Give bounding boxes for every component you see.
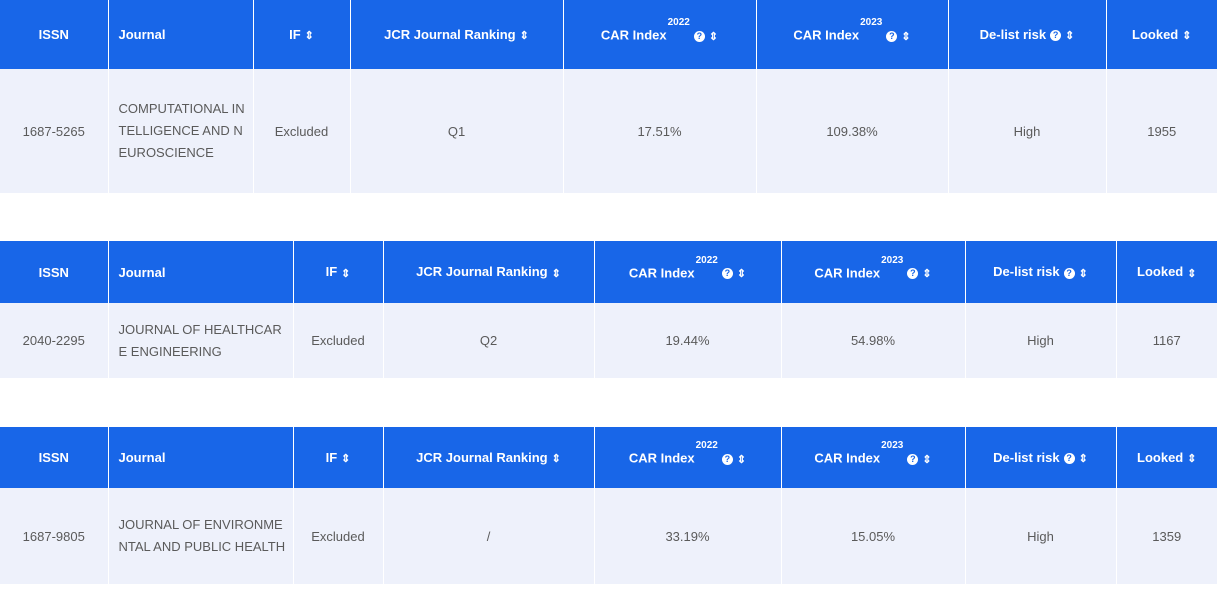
table-row: 1687-9805 JOURNAL OF ENVIRONMENTAL AND P… <box>0 488 1217 584</box>
header-looked[interactable]: Looked ⇕ <box>1116 427 1217 488</box>
header-car-index-2023[interactable]: CAR Index2023? ⇕ <box>781 241 966 303</box>
cell-if: Excluded <box>253 69 351 193</box>
header-issn: ISSN <box>0 0 109 69</box>
journal-table-1: ISSN Journal IF ⇕ JCR Journal Ranking ⇕ CA… <box>0 0 1217 193</box>
cell-jcr-ranking: / <box>383 488 595 584</box>
table-row: 2040-2295 JOURNAL OF HEALTHCARE ENGINEER… <box>0 303 1217 378</box>
header-jcr-ranking[interactable]: JCR Journal Ranking ⇕ <box>383 241 595 303</box>
header-delist-risk[interactable]: De-list risk? ⇕ <box>965 241 1117 303</box>
cell-car-2022: 17.51% <box>563 69 757 193</box>
sort-updown-icon[interactable]: ⇕ <box>1187 453 1197 466</box>
header-jcr-ranking[interactable]: JCR Journal Ranking ⇕ <box>383 427 595 488</box>
header-delist-risk[interactable]: De-list risk? ⇕ <box>948 0 1107 69</box>
question-circle-icon[interactable]: ? <box>1063 453 1075 465</box>
header-issn: ISSN <box>0 241 109 303</box>
cell-looked: 1167 <box>1116 303 1217 378</box>
sort-updown-icon[interactable]: ⇕ <box>922 268 932 281</box>
sort-updown-icon[interactable]: ⇕ <box>341 267 351 280</box>
header-car-index-2023[interactable]: CAR Index2023? ⇕ <box>756 0 949 69</box>
header-journal: Journal <box>108 0 254 69</box>
question-circle-icon[interactable]: ? <box>721 268 733 280</box>
cell-delist-risk: High <box>965 488 1117 584</box>
header-journal: Journal <box>108 241 294 303</box>
sort-updown-icon[interactable]: ⇕ <box>736 268 747 281</box>
sort-updown-icon[interactable]: ⇕ <box>736 453 747 466</box>
header-jcr-ranking[interactable]: JCR Journal Ranking ⇕ <box>350 0 564 69</box>
cell-journal: JOURNAL OF HEALTHCARE ENGINEERING <box>108 303 294 378</box>
sort-updown-icon[interactable]: ⇕ <box>708 30 719 43</box>
question-circle-icon[interactable]: ? <box>1050 30 1062 42</box>
cell-looked: 1359 <box>1116 488 1217 584</box>
sort-updown-icon[interactable]: ⇕ <box>519 30 529 43</box>
cell-journal: JOURNAL OF ENVIRONMENTAL AND PUBLIC HEAL… <box>108 488 294 584</box>
header-if[interactable]: IF ⇕ <box>293 241 384 303</box>
header-car-index-2022[interactable]: CAR Index2022? ⇕ <box>594 427 782 488</box>
sort-updown-icon[interactable]: ⇕ <box>1078 453 1088 466</box>
question-circle-icon[interactable]: ? <box>1063 267 1075 279</box>
cell-if: Excluded <box>293 488 384 584</box>
cell-journal: COMPUTATIONAL INTELLIGENCE AND NEUROSCIE… <box>108 69 254 193</box>
question-circle-icon[interactable]: ? <box>721 453 733 465</box>
journal-table-2: ISSN Journal IF ⇕ JCR Journal Ranking ⇕ CA… <box>0 241 1217 378</box>
table-row: 1687-5265 COMPUTATIONAL INTELLIGENCE AND… <box>0 69 1217 193</box>
sort-updown-icon[interactable]: ⇕ <box>922 453 932 466</box>
sort-updown-icon[interactable]: ⇕ <box>1182 30 1192 43</box>
header-car-index-2023[interactable]: CAR Index2023? ⇕ <box>781 427 966 488</box>
question-circle-icon[interactable]: ? <box>907 268 919 280</box>
sort-updown-icon[interactable]: ⇕ <box>341 453 351 466</box>
cell-delist-risk: High <box>948 69 1107 193</box>
header-delist-risk[interactable]: De-list risk? ⇕ <box>965 427 1117 488</box>
cell-issn: 2040-2295 <box>0 303 109 378</box>
cell-car-2022: 19.44% <box>594 303 782 378</box>
sort-updown-icon[interactable]: ⇕ <box>304 30 314 43</box>
header-if[interactable]: IF ⇕ <box>293 427 384 488</box>
cell-car-2023: 15.05% <box>781 488 966 584</box>
cell-jcr-ranking: Q2 <box>383 303 595 378</box>
sort-updown-icon[interactable]: ⇕ <box>1187 267 1197 280</box>
cell-if: Excluded <box>293 303 384 378</box>
cell-issn: 1687-5265 <box>0 69 109 193</box>
sort-updown-icon[interactable]: ⇕ <box>1078 267 1088 280</box>
cell-car-2022: 33.19% <box>594 488 782 584</box>
header-journal: Journal <box>108 427 294 488</box>
question-circle-icon[interactable]: ? <box>886 30 898 42</box>
question-circle-icon[interactable]: ? <box>693 30 705 42</box>
header-car-index-2022[interactable]: CAR Index2022? ⇕ <box>594 241 782 303</box>
cell-car-2023: 109.38% <box>756 69 949 193</box>
cell-issn: 1687-9805 <box>0 488 109 584</box>
header-looked[interactable]: Looked ⇕ <box>1116 241 1217 303</box>
question-circle-icon[interactable]: ? <box>907 453 919 465</box>
header-car-index-2022[interactable]: CAR Index2022? ⇕ <box>563 0 757 69</box>
cell-looked: 1955 <box>1106 69 1217 193</box>
header-if[interactable]: IF ⇕ <box>253 0 351 69</box>
cell-delist-risk: High <box>965 303 1117 378</box>
sort-updown-icon[interactable]: ⇕ <box>901 30 911 43</box>
sort-updown-icon[interactable]: ⇕ <box>1065 30 1075 43</box>
sort-updown-icon[interactable]: ⇕ <box>551 453 561 466</box>
sort-updown-icon[interactable]: ⇕ <box>551 267 561 280</box>
header-looked[interactable]: Looked ⇕ <box>1106 0 1217 69</box>
cell-jcr-ranking: Q1 <box>350 69 564 193</box>
journal-table-3: ISSN Journal IF ⇕ JCR Journal Ranking ⇕ CA… <box>0 427 1217 584</box>
cell-car-2023: 54.98% <box>781 303 966 378</box>
header-issn: ISSN <box>0 427 109 488</box>
